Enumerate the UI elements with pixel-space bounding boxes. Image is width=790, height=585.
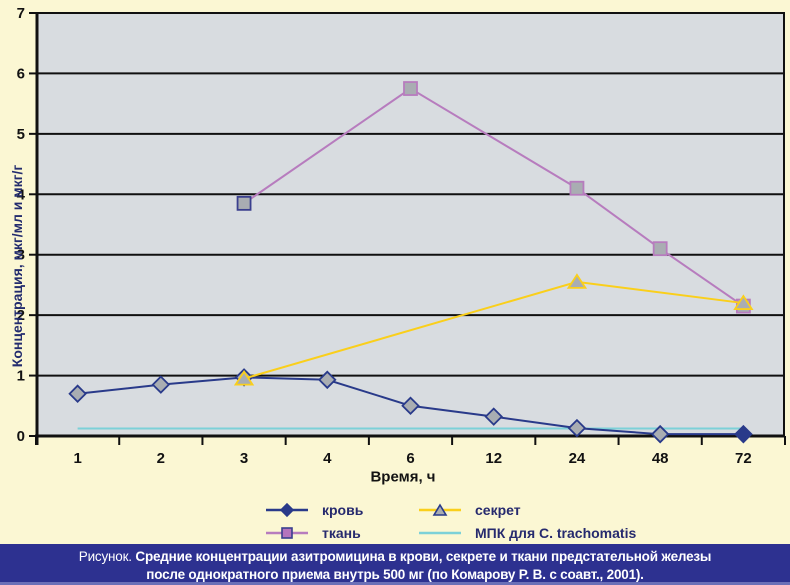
caption-line-1: Рисунок. Средние концентрации азитромици…	[0, 548, 790, 566]
caption-prefix: Рисунок.	[78, 549, 132, 564]
legend-label-blood: кровь	[322, 502, 364, 518]
y-tick-label: 0	[17, 428, 25, 445]
legend-label-secretion: секрет	[475, 502, 521, 518]
diamond-marker	[567, 418, 587, 438]
blood-series-marker-icon	[266, 502, 308, 518]
x-tick-label: 3	[240, 450, 248, 467]
square-marker	[569, 180, 585, 196]
square-marker	[652, 241, 668, 257]
y-axis-title: Концентрация, мкг/мл и мкг/г	[9, 164, 25, 368]
diamond-marker	[650, 424, 670, 444]
triangle-marker	[733, 294, 754, 310]
legend-label-tissue: ткань	[322, 525, 361, 541]
y-tick-label: 7	[17, 5, 25, 22]
triangle-marker	[233, 369, 255, 386]
legend-item-tissue: ткань	[266, 525, 361, 541]
secretion-series-marker-icon	[419, 503, 461, 516]
legend-item-mic: МПК для C. trachomatis	[419, 525, 636, 541]
legend-square-icon	[281, 527, 293, 539]
diamond-marker	[401, 396, 420, 416]
legend-item-secretion: секрет	[419, 502, 521, 518]
x-tick-label: 2	[157, 450, 165, 467]
y-tick-label: 6	[17, 65, 25, 82]
plot-area	[36, 13, 785, 436]
x-axis-title: Время, ч	[370, 468, 436, 486]
square-marker	[236, 195, 252, 211]
x-tick-label: 1	[73, 450, 81, 467]
y-tick-label: 4	[17, 186, 26, 203]
y-tick-label: 2	[17, 307, 25, 324]
tissue-series-marker-icon	[266, 527, 308, 539]
x-tick-label: 12	[485, 450, 502, 467]
caption-bar: Рисунок. Средние концентрации азитромици…	[0, 544, 790, 585]
legend-item-blood: кровь	[266, 502, 363, 518]
legend-label-mic: МПК для C. trachomatis	[475, 525, 637, 541]
legend-triangle-icon	[432, 503, 448, 516]
y-tick-label: 5	[17, 126, 25, 143]
x-tick-label: 72	[735, 450, 752, 467]
square-marker	[403, 81, 418, 96]
diamond-marker	[318, 370, 337, 390]
mic-series-marker-icon	[419, 531, 461, 535]
x-tick-label: 48	[652, 450, 669, 467]
legend-diamond-icon	[279, 502, 295, 518]
diamond-marker	[484, 407, 503, 426]
triangle-marker	[566, 273, 588, 289]
diamond-marker	[68, 384, 87, 403]
y-tick-label: 1	[17, 368, 25, 385]
x-tick-label: 6	[406, 450, 414, 467]
diamond-marker	[151, 375, 171, 394]
caption-text-1: Средние концентрации азитромицина в кров…	[135, 549, 712, 564]
x-tick-label: 24	[569, 450, 586, 467]
caption-line-2: после однократного приема внутрь 500 мг …	[146, 567, 644, 582]
diamond-marker	[734, 424, 753, 444]
x-tick-label: 4	[323, 450, 332, 467]
y-tick-label: 3	[17, 247, 25, 264]
